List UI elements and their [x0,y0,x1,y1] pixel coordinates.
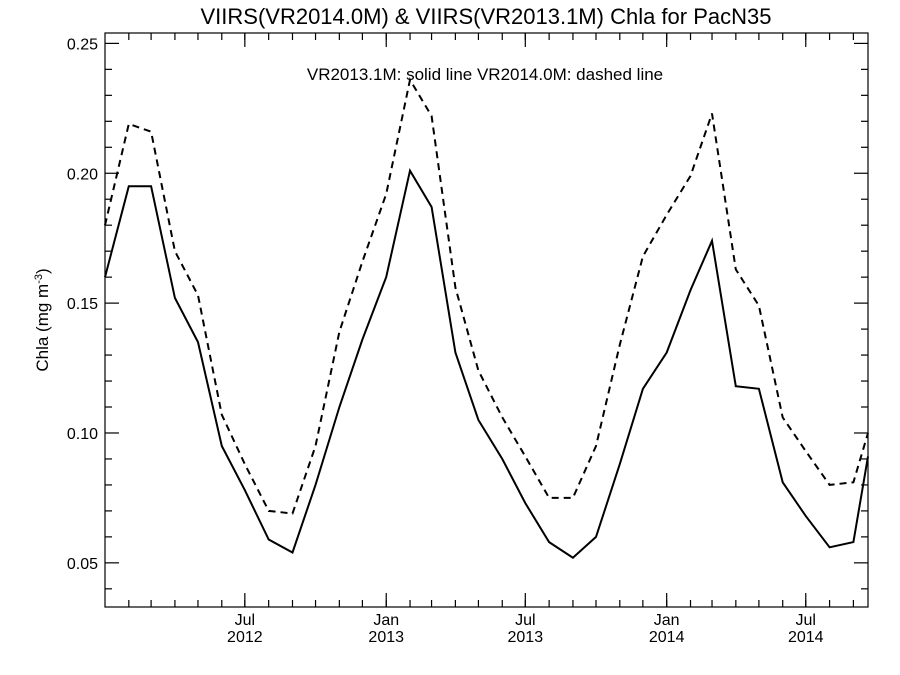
y-tick-label: 0.25 [67,36,98,53]
chart-annotation: VR2013.1M: solid line VR2014.0M: dashed … [307,65,663,84]
x-tick-label-month: Jan [654,612,680,629]
y-tick-label: 0.05 [67,556,98,573]
plot-border [104,32,869,608]
chart-title: VIIRS(VR2014.0M) & VIIRS(VR2013.1M) Chla… [200,4,771,29]
series-line-dashed [104,77,869,515]
x-tick-label-year: 2014 [649,629,685,646]
y-tick-label: 0.20 [67,166,98,183]
y-axis-label-superscript: -3 [33,274,45,284]
x-tick-label-month: Jan [373,612,399,629]
y-axis-label-suffix: ) [33,268,52,274]
y-axis-label-prefix: Chla (mg m [33,284,52,372]
x-tick-label-year: 2014 [788,629,824,646]
x-tick-label-year: 2012 [227,629,263,646]
y-axis-label: Chla (mg m-3) [33,268,52,371]
x-tick-label-year: 2013 [368,629,404,646]
series-line-solid [104,168,869,559]
y-tick-label: 0.10 [67,426,98,443]
x-tick-label-month: Jul [796,612,816,629]
x-tick-label-year: 2013 [508,629,544,646]
x-tick-label-month: Jul [515,612,535,629]
x-tick-label-month: Jul [235,612,255,629]
plot-frame [104,32,869,608]
y-tick-label: 0.15 [67,296,98,313]
series-group [104,77,869,559]
y-axis-ticks: 0.05 0.10 0.15 0.20 0.25 [67,36,868,590]
